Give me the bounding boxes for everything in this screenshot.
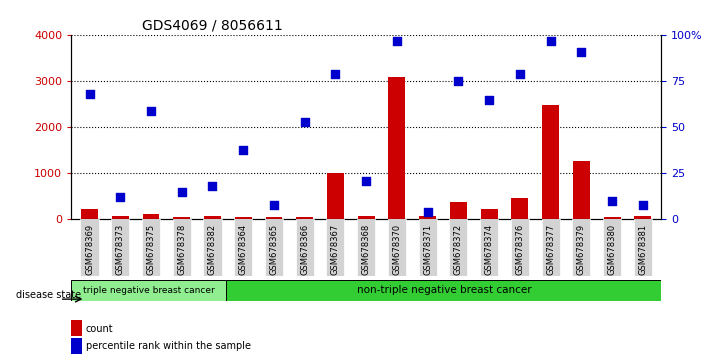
FancyBboxPatch shape — [142, 219, 160, 276]
Bar — [265, 217, 282, 219]
Point — [453, 79, 464, 84]
Bar — [235, 217, 252, 219]
Text: GSM678375: GSM678375 — [146, 224, 156, 275]
FancyBboxPatch shape — [111, 219, 129, 276]
Text: non-triple negative breast cancer: non-triple negative breast cancer — [356, 285, 531, 295]
Text: GDS4069 / 8056611: GDS4069 / 8056611 — [142, 19, 283, 33]
Text: GSM678367: GSM678367 — [331, 224, 340, 275]
FancyBboxPatch shape — [326, 219, 345, 276]
Text: GSM678381: GSM678381 — [638, 224, 647, 275]
Bar — [204, 216, 221, 219]
Bar — [450, 201, 467, 219]
Text: GSM678371: GSM678371 — [423, 224, 432, 275]
FancyBboxPatch shape — [480, 219, 498, 276]
FancyBboxPatch shape — [226, 280, 661, 301]
Bar — [388, 77, 405, 219]
Point — [545, 38, 556, 44]
Bar — [604, 217, 621, 219]
Bar — [296, 217, 313, 219]
FancyBboxPatch shape — [71, 280, 226, 301]
FancyBboxPatch shape — [387, 219, 406, 276]
FancyBboxPatch shape — [449, 219, 467, 276]
Point — [576, 49, 587, 55]
Bar — [71, 320, 82, 336]
Text: percentile rank within the sample: percentile rank within the sample — [86, 341, 251, 351]
Text: GSM678376: GSM678376 — [515, 224, 524, 275]
Text: GSM678373: GSM678373 — [116, 224, 124, 275]
Text: GSM678372: GSM678372 — [454, 224, 463, 275]
FancyBboxPatch shape — [173, 219, 191, 276]
Bar — [511, 198, 528, 219]
Text: GSM678380: GSM678380 — [608, 224, 616, 275]
Bar — [81, 209, 98, 219]
Text: triple negative breast cancer: triple negative breast cancer — [83, 286, 215, 295]
Point — [237, 147, 249, 152]
FancyBboxPatch shape — [542, 219, 560, 276]
Text: GSM678369: GSM678369 — [85, 224, 94, 275]
Point — [145, 108, 156, 114]
FancyBboxPatch shape — [80, 219, 99, 276]
Point — [360, 178, 372, 184]
Bar — [481, 209, 498, 219]
Bar — [419, 216, 436, 219]
Bar — [327, 172, 344, 219]
Text: GSM678365: GSM678365 — [269, 224, 279, 275]
Bar — [634, 216, 651, 219]
FancyBboxPatch shape — [603, 219, 621, 276]
FancyBboxPatch shape — [419, 219, 437, 276]
Text: GSM678364: GSM678364 — [239, 224, 247, 275]
Point — [176, 189, 188, 195]
FancyBboxPatch shape — [265, 219, 283, 276]
Point — [391, 38, 402, 44]
Text: GSM678368: GSM678368 — [362, 224, 370, 275]
Text: GSM678370: GSM678370 — [392, 224, 402, 275]
FancyBboxPatch shape — [510, 219, 529, 276]
Point — [514, 71, 525, 77]
Bar — [112, 216, 129, 219]
Point — [483, 97, 495, 103]
Bar — [542, 105, 559, 219]
Point — [330, 71, 341, 77]
Point — [606, 198, 618, 204]
Text: GSM678377: GSM678377 — [546, 224, 555, 275]
Bar — [358, 216, 375, 219]
Point — [114, 195, 126, 200]
Point — [299, 119, 311, 125]
Bar — [573, 161, 589, 219]
Bar — [143, 214, 159, 219]
Bar — [173, 217, 191, 219]
Text: GSM678366: GSM678366 — [300, 224, 309, 275]
Text: count: count — [86, 324, 114, 333]
Text: GSM678378: GSM678378 — [177, 224, 186, 275]
Point — [268, 202, 279, 207]
Bar — [71, 338, 82, 354]
Text: GSM678374: GSM678374 — [485, 224, 493, 275]
FancyBboxPatch shape — [357, 219, 375, 276]
FancyBboxPatch shape — [572, 219, 590, 276]
FancyBboxPatch shape — [634, 219, 652, 276]
Point — [207, 183, 218, 189]
FancyBboxPatch shape — [296, 219, 314, 276]
Text: GSM678379: GSM678379 — [577, 224, 586, 275]
Text: GSM678382: GSM678382 — [208, 224, 217, 275]
Point — [84, 91, 95, 97]
Text: disease state: disease state — [16, 290, 81, 300]
Point — [422, 209, 433, 215]
Point — [637, 202, 648, 207]
FancyBboxPatch shape — [234, 219, 252, 276]
FancyBboxPatch shape — [203, 219, 222, 276]
